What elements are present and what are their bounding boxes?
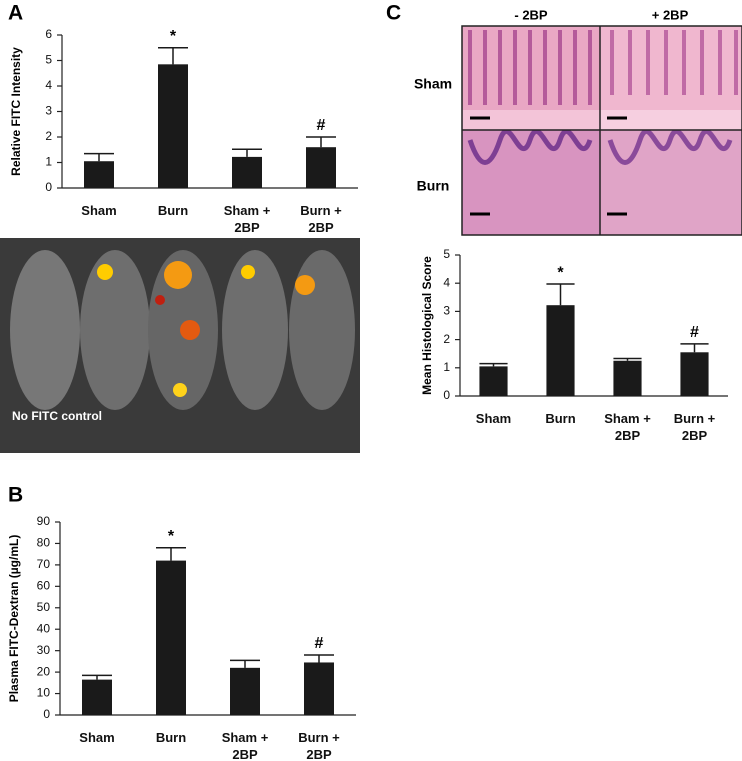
y-axis-label: Relative FITC Intensity (9, 47, 23, 176)
bar (156, 560, 186, 715)
significance-mark: # (690, 324, 699, 341)
error-bar (680, 343, 709, 353)
error-bar (158, 47, 188, 65)
y-tick-label: 10 (37, 686, 51, 700)
x-tick-label: Burn + 2BP (673, 411, 716, 443)
bar (479, 366, 508, 396)
y-tick-label: 2 (45, 129, 52, 143)
bar (680, 352, 709, 396)
y-tick-label: 3 (45, 104, 52, 118)
y-tick-label: 40 (37, 621, 51, 635)
panel-label: A (8, 2, 23, 25)
histology-column-label: + 2BP (652, 7, 689, 22)
x-tick-label: Burn + 2BP (298, 730, 340, 761)
y-tick-label: 5 (45, 53, 52, 67)
significance-mark: # (315, 635, 324, 652)
bar (82, 679, 112, 715)
histology-row-label: Sham (414, 76, 452, 92)
bar (546, 305, 575, 396)
bar (306, 147, 336, 188)
error-bar (82, 674, 112, 680)
y-tick-label: 5 (443, 247, 450, 261)
y-tick-label: 0 (45, 180, 52, 194)
y-tick-label: 4 (45, 78, 52, 92)
y-tick-label: 90 (37, 514, 51, 528)
error-bar (546, 283, 575, 306)
error-bar (479, 362, 508, 367)
bar (304, 662, 334, 715)
y-tick-label: 1 (443, 360, 450, 374)
y-tick-label: 30 (37, 643, 51, 657)
significance-mark: * (170, 28, 177, 45)
x-tick-label: Sham + 2BP (223, 203, 271, 235)
panel-label: B (8, 484, 23, 507)
panel-label: C (386, 2, 401, 25)
error-bar (156, 546, 186, 561)
y-tick-label: 2 (443, 332, 450, 346)
y-tick-label: 60 (37, 579, 51, 593)
x-tick-label: Sham + 2BP (221, 730, 269, 761)
significance-mark: * (168, 528, 175, 545)
significance-mark: * (557, 264, 564, 281)
error-bar (84, 152, 114, 162)
histology-row-label: Burn (417, 178, 450, 194)
y-axis-label: Mean Histological Score (420, 256, 434, 395)
y-tick-label: 1 (45, 155, 52, 169)
error-bar (304, 654, 334, 663)
y-tick-label: 50 (37, 600, 51, 614)
error-bar (230, 659, 260, 668)
bar (230, 667, 260, 715)
bar (158, 64, 188, 188)
x-tick-label: Sham (475, 411, 512, 426)
y-tick-label: 3 (443, 304, 450, 318)
y-tick-label: 0 (43, 707, 50, 721)
y-tick-label: 20 (37, 664, 51, 678)
error-bar (613, 357, 642, 361)
histology-column-label: - 2BP (514, 7, 548, 22)
error-bar (232, 148, 262, 157)
y-tick-label: 80 (37, 536, 51, 550)
y-tick-label: 0 (443, 388, 450, 402)
histology-images (461, 25, 742, 236)
significance-mark: # (317, 117, 326, 134)
x-tick-label: Burn + 2BP (300, 203, 342, 235)
photo-label: No FITC control (12, 409, 102, 423)
x-tick-label: Sham (79, 730, 115, 745)
y-axis-label: Plasma FITC-Dextran (µg/mL) (7, 535, 21, 703)
y-tick-label: 70 (37, 557, 51, 571)
imaging-photo (0, 238, 360, 453)
error-bar (306, 136, 336, 148)
y-tick-label: 4 (443, 275, 450, 289)
x-tick-label: Burn (157, 203, 189, 218)
y-tick-label: 6 (45, 27, 52, 41)
x-tick-label: Sham (81, 203, 117, 218)
bar (84, 161, 114, 188)
bar (232, 156, 262, 188)
x-tick-label: Burn (155, 730, 187, 745)
x-tick-label: Burn (545, 411, 576, 426)
bar (613, 360, 642, 396)
x-tick-label: Sham + 2BP (604, 411, 651, 443)
